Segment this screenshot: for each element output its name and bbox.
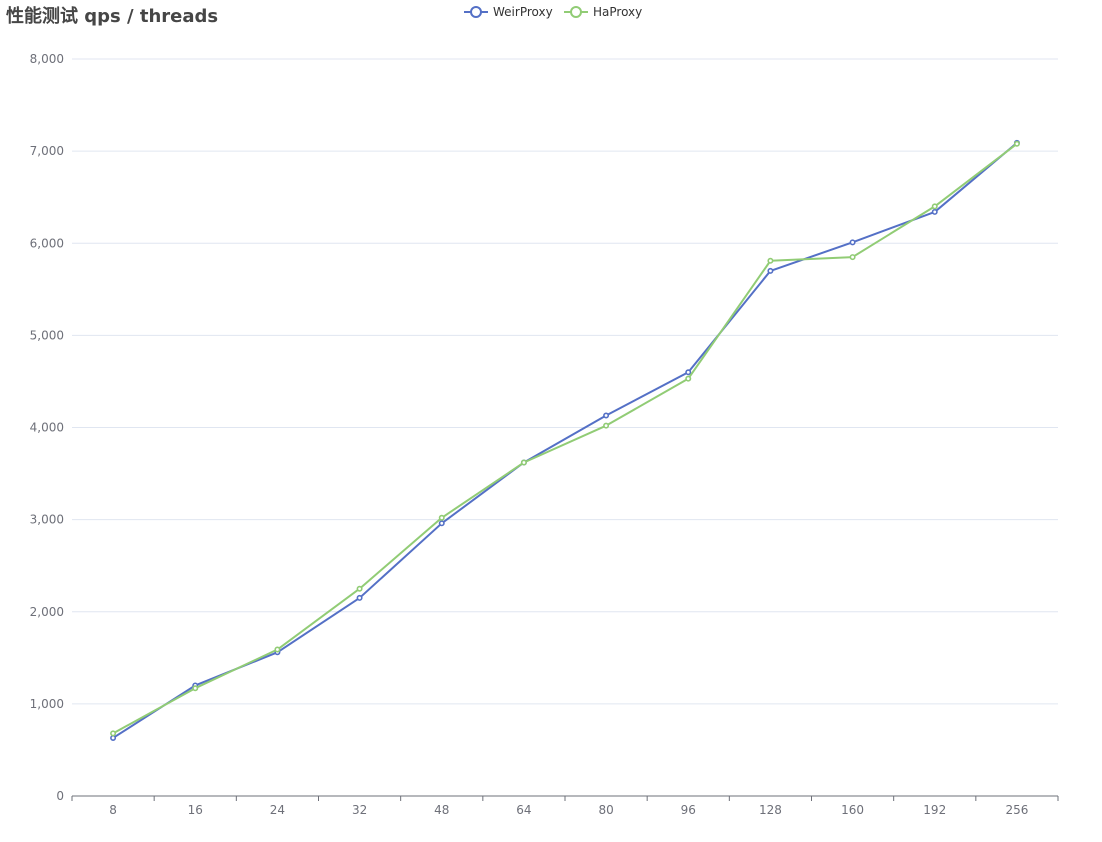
series-weirproxy — [110, 139, 1020, 741]
data-point[interactable] — [1013, 140, 1020, 147]
series-haproxy — [110, 140, 1020, 737]
legend-label: HaProxy — [593, 5, 642, 19]
data-point[interactable] — [603, 422, 610, 429]
x-tick-label: 96 — [681, 803, 696, 817]
data-point[interactable] — [520, 459, 527, 466]
series-lines — [110, 139, 1020, 741]
y-tick-label: 6,000 — [30, 236, 64, 250]
legend-marker-icon — [470, 6, 482, 18]
y-tick-label: 8,000 — [30, 52, 64, 66]
y-axis-labels: 0 1,000 2,000 3,000 4,000 5,000 6,000 7,000 8,00… — [30, 52, 64, 803]
data-point[interactable] — [849, 254, 856, 261]
x-tick-label: 256 — [1005, 803, 1028, 817]
y-tick-label: 2,000 — [30, 605, 64, 619]
series-line-weirproxy — [112, 142, 1018, 739]
data-point[interactable] — [110, 734, 117, 741]
data-point[interactable] — [767, 257, 774, 264]
data-point[interactable] — [192, 685, 199, 692]
data-point[interactable] — [603, 412, 610, 419]
data-point[interactable] — [767, 267, 774, 274]
x-tick-label: 48 — [434, 803, 449, 817]
y-tick-label: 5,000 — [30, 328, 64, 342]
x-tick-label: 8 — [109, 803, 117, 817]
y-tick-label: 3,000 — [30, 513, 64, 527]
x-tick-label: 24 — [270, 803, 285, 817]
x-tick-label: 64 — [516, 803, 531, 817]
data-point[interactable] — [849, 239, 856, 246]
x-tick-label: 192 — [923, 803, 946, 817]
x-axis: 8 16 24 32 48 64 80 96 128 160 192 256 — [71, 795, 1059, 817]
y-tick-label: 1,000 — [30, 697, 64, 711]
series-line-haproxy — [112, 142, 1018, 735]
data-point[interactable] — [685, 369, 692, 376]
chart-title: 性能测试 qps / threads — [6, 6, 219, 27]
data-point[interactable] — [438, 514, 445, 521]
data-point[interactable] — [438, 520, 445, 527]
data-point[interactable] — [931, 203, 938, 210]
x-tick-label: 160 — [841, 803, 864, 817]
x-tick-label: 80 — [598, 803, 613, 817]
data-point[interactable] — [356, 594, 363, 601]
legend-item-haproxy[interactable]: HaProxy — [564, 5, 642, 19]
legend-label: WeirProxy — [493, 5, 553, 19]
y-tick-label: 7,000 — [30, 144, 64, 158]
data-point[interactable] — [110, 730, 117, 737]
x-tick-label: 32 — [352, 803, 367, 817]
data-point[interactable] — [356, 585, 363, 592]
x-tick-label: 128 — [759, 803, 782, 817]
legend[interactable]: WeirProxy HaProxy — [464, 5, 642, 19]
data-point[interactable] — [274, 646, 281, 653]
grid-lines — [72, 58, 1058, 705]
y-tick-label: 0 — [56, 789, 64, 803]
legend-item-weirproxy[interactable]: WeirProxy — [464, 5, 553, 19]
data-point[interactable] — [685, 375, 692, 382]
legend-marker-icon — [570, 6, 582, 18]
data-point[interactable] — [931, 208, 938, 215]
y-tick-label: 4,000 — [30, 421, 64, 435]
x-tick-label: 16 — [188, 803, 203, 817]
